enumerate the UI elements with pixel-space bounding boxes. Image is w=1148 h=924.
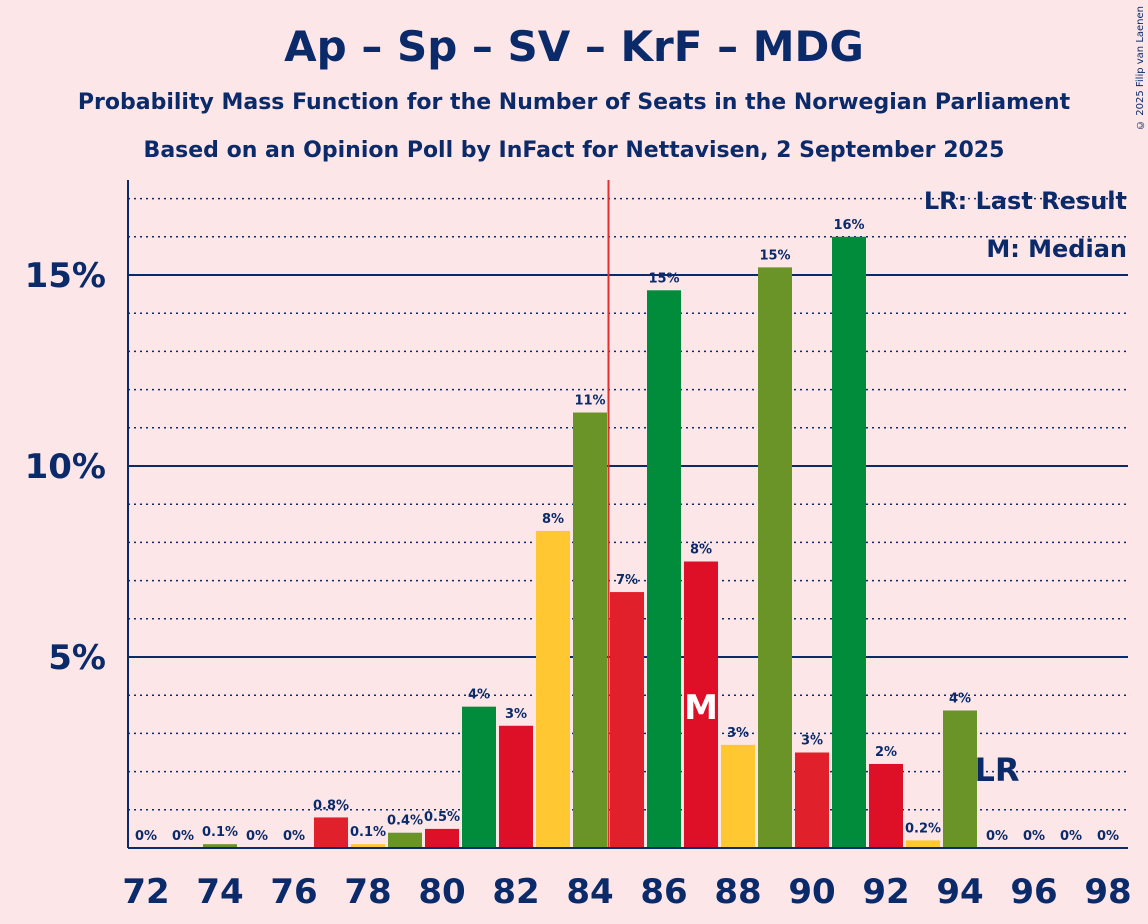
data-label-seat-78: 0.1% [350,825,386,840]
x-tick-label: 86 [640,872,687,912]
data-label-seat-79: 0.4% [387,814,423,829]
bar-seat-93 [906,840,940,848]
data-label-seat-93: 0.2% [905,821,941,836]
bar-seat-88 [721,744,755,848]
data-label-seat-95: 0% [986,829,1008,844]
bar-seat-86 [647,290,681,848]
data-label-seat-90: 3% [801,734,823,749]
median-marker: M [684,688,718,728]
bar-seat-85 [610,592,644,848]
y-tick-label: 15% [25,256,106,296]
chart-source-line: Based on an Opinion Poll by InFact for N… [143,138,1005,163]
axes: 5% 10% 15% 72 74 76 78 80 82 84 86 88 90 92 94 96 98 [25,180,1132,912]
data-label-seat-81: 4% [468,688,490,703]
data-label-seat-97: 0% [1060,829,1082,844]
legend-last-result: LR: Last Result [924,187,1127,215]
y-tick-label: 5% [48,638,106,678]
bar-seat-80 [425,828,459,848]
bar-seat-91 [832,236,866,849]
x-tick-label: 90 [788,872,835,912]
chart-title: Ap – Sp – SV – KrF – MDG [284,22,864,71]
data-label-seat-85: 7% [616,573,638,588]
x-tick-label: 78 [344,872,391,912]
data-label-seat-92: 2% [875,745,897,760]
legend-median: M: Median [986,235,1127,263]
data-label-seat-86: 15% [648,271,679,286]
data-label-seat-98: 0% [1097,829,1119,844]
x-tick-label: 82 [492,872,539,912]
bar-seat-90 [795,752,829,848]
bar-seat-79 [388,832,422,848]
bar-seat-84 [573,412,607,848]
data-label-seat-89: 15% [759,248,790,263]
data-label-seat-75: 0% [246,829,268,844]
chart-subtitle: Probability Mass Function for the Number… [77,90,1071,115]
x-tick-label: 88 [714,872,761,912]
data-label-seat-77: 0.8% [313,798,349,813]
y-tick-label: 10% [25,447,106,487]
bar-seat-94 [943,710,977,848]
data-label-seat-73: 0% [172,829,194,844]
bar-seat-83 [536,530,570,848]
bar-seat-82 [499,725,533,848]
data-label-seat-76: 0% [283,829,305,844]
x-tick-label: 96 [1010,872,1057,912]
bars [203,236,977,849]
x-tick-label: 80 [418,872,465,912]
bar-seat-74 [203,844,237,848]
data-label-seat-72: 0% [135,829,157,844]
data-label-seat-84: 11% [574,394,605,409]
data-label-seat-82: 3% [505,707,527,722]
data-label-seat-91: 16% [833,218,864,233]
last-result-marker: LR [974,751,1019,789]
x-tick-label: 76 [270,872,317,912]
bar-seat-81 [462,706,496,848]
x-tick-label: 98 [1084,872,1131,912]
data-label-seat-87: 8% [690,543,712,558]
data-labels: 0% 0% 0.1% 0% 0%0.8%0.1%0.4% 0.5%4%3%8%11%7%1… [135,218,1119,844]
data-label-seat-74: 0.1% [202,825,238,840]
data-label-seat-83: 8% [542,512,564,527]
data-label-seat-80: 0.5% [424,810,460,825]
x-tick-label: 72 [122,872,169,912]
bar-seat-87 [684,561,718,848]
data-label-seat-94: 4% [949,691,971,706]
bar-seat-78 [351,844,385,848]
data-label-seat-88: 3% [727,726,749,741]
bar-seat-92 [869,763,903,848]
bar-seat-89 [758,267,792,848]
x-tick-label: 92 [862,872,909,912]
bar-seat-77 [314,817,348,848]
x-tick-label: 74 [196,872,243,912]
x-tick-label: 94 [936,872,983,912]
data-label-seat-96: 0% [1023,829,1045,844]
x-tick-label: 84 [566,872,613,912]
